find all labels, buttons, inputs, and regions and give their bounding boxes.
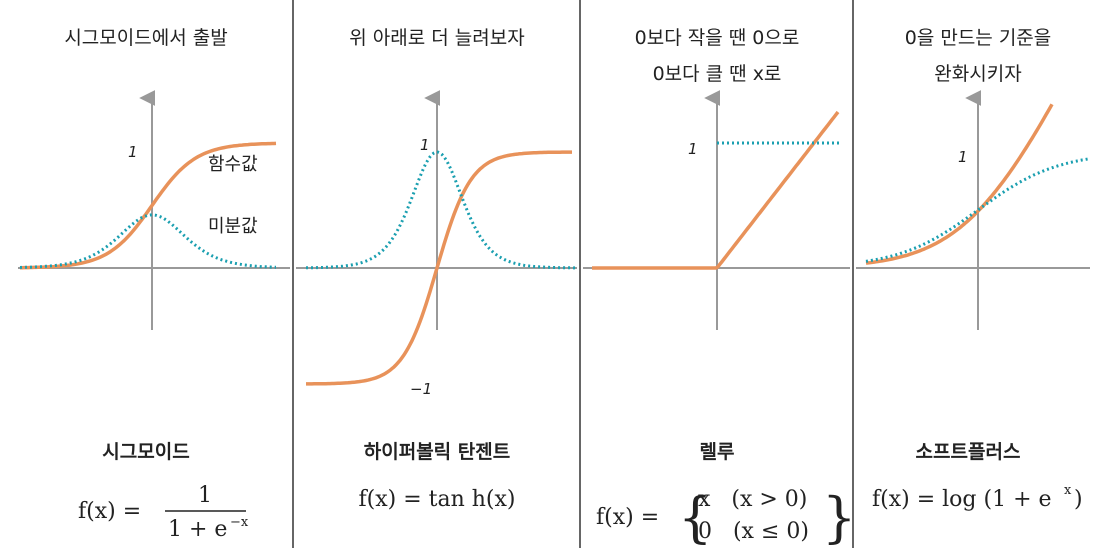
formula-exponent: x [1064,483,1072,498]
curve-label: 미분값 [208,216,258,237]
formula: f(x) = log (1 + e x ) [872,483,1083,512]
curve-label: 함수값 [208,154,258,175]
panel-title: 0보다 클 땐 x로 [653,63,782,85]
function-name: 소프트플러스 [916,441,1021,463]
axis-label: 1 [128,143,138,161]
curve [20,141,277,270]
curve [306,150,572,386]
formula-case: x (x > 0) [698,487,807,512]
dividers [292,0,854,548]
svg-text:}: } [822,486,856,548]
panel-title: 0을 만드는 기준을 [905,27,1052,49]
svg-text:{: { [678,486,712,548]
curve [865,103,1054,265]
formula-lhs: f(x) = [78,499,141,524]
axis-label: −1 [410,380,432,398]
axis-label: 1 [688,140,698,158]
curve [865,157,1091,263]
axes [18,90,1090,330]
curves [19,103,1091,386]
function-name: 시그모이드 [102,441,189,463]
function-name: 렐루 [700,441,735,463]
panel-title: 위 아래로 더 늘려보자 [349,27,524,49]
formula-numerator: 1 [198,483,212,508]
axis-label: 1 [420,136,430,154]
formula-denominator: 1 + e [168,517,227,542]
curve [592,110,840,270]
formula: f(x) = 1 1 + e −x [78,483,249,542]
formula-case: 0 (x ≤ 0) [698,519,809,544]
panel-title: 완화시키자 [934,63,1021,85]
formula: f(x) = tan h(x) [359,487,516,512]
axis-label: 1 [958,148,968,166]
formula-lhs: f(x) = [596,505,659,530]
function-name: 하이퍼볼릭 탄젠트 [364,441,510,463]
formula: f(x) = { x (x > 0) 0 (x ≤ 0) } [596,486,856,548]
formula-lhs: f(x) = log (1 + e [872,487,1052,512]
formula-exponent: −x [230,515,249,530]
formula-rhs: ) [1074,487,1083,512]
curve [306,150,576,270]
panel-title: 0보다 작을 땐 0으로 [635,27,800,49]
panel-title: 시그모이드에서 출발 [64,27,227,49]
